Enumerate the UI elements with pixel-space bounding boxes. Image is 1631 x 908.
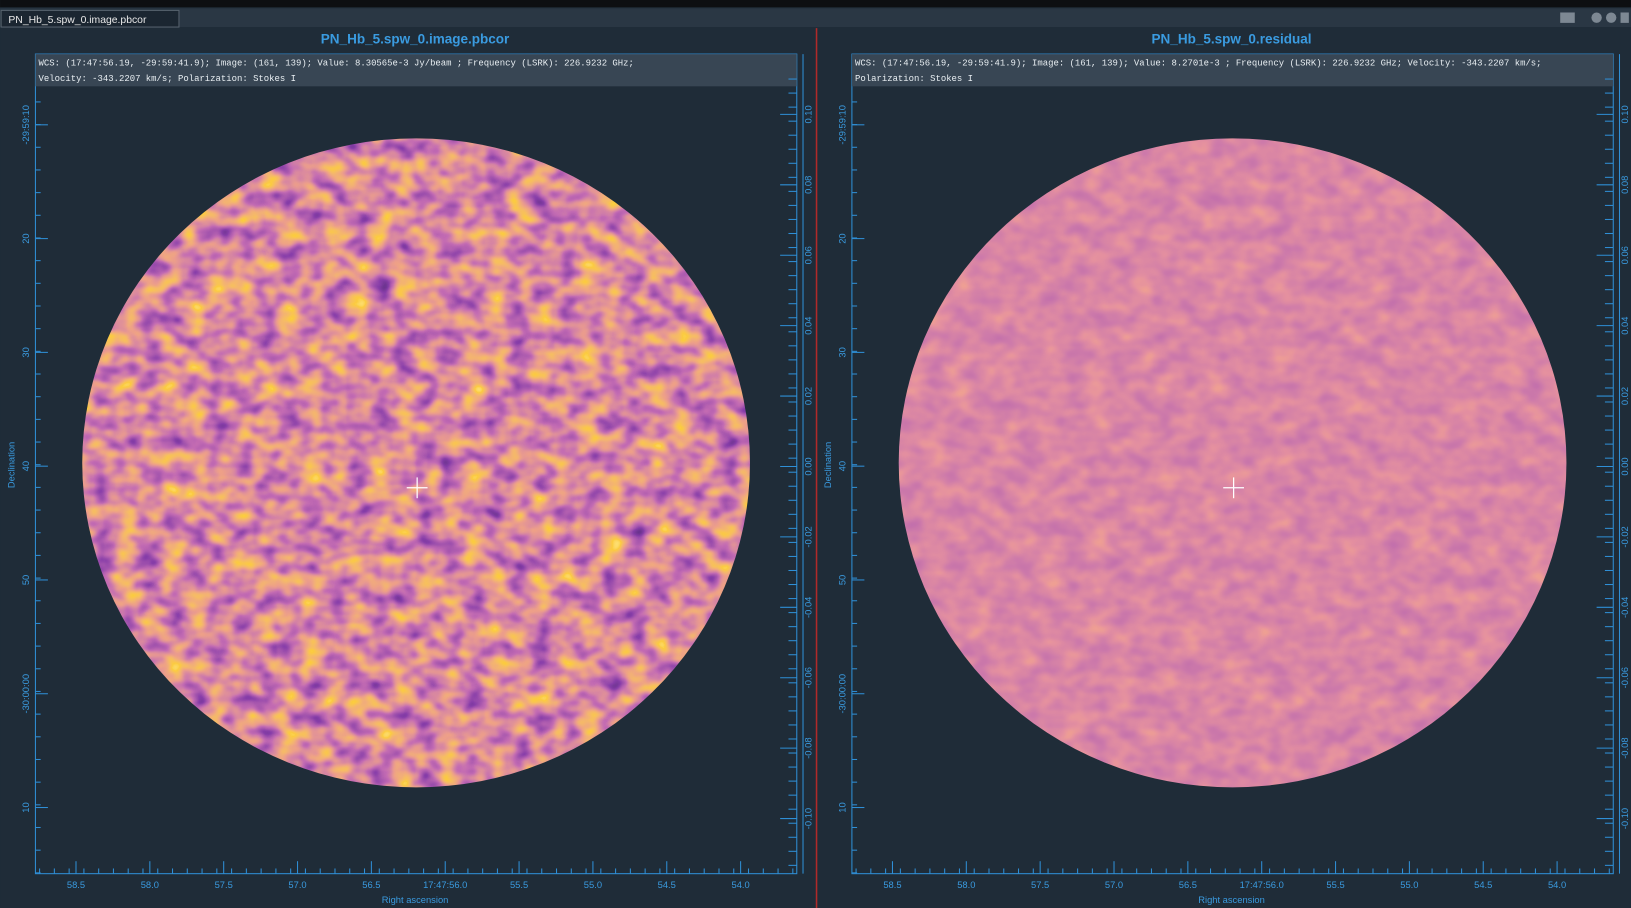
cursor-info: Velocity: -343.2207 km/s; Polarization: …: [39, 74, 296, 84]
scale-tick-label: 0.00: [803, 457, 813, 475]
scale-tick-label: -0.08: [1620, 737, 1630, 758]
y-axis-label: Declination: [7, 442, 17, 488]
dec-tick-label: 40: [21, 461, 31, 471]
scale-tick-label: -0.06: [1620, 667, 1630, 688]
image-disk: [82, 138, 750, 787]
ra-tick-label: 56.5: [362, 880, 380, 890]
tab-bar: [0, 8, 1631, 27]
scale-tick-label: 0.04: [1620, 317, 1630, 335]
ra-tick-label: 56.5: [1179, 880, 1197, 890]
ra-tick-label: 54.5: [658, 880, 676, 890]
icon[interactable]: [1560, 12, 1575, 22]
ra-tick-label: 58.0: [141, 880, 159, 890]
scale-tick-label: 0.10: [1620, 105, 1630, 123]
scale-tick-label: -0.02: [1620, 526, 1630, 547]
image-disk: [899, 138, 1567, 787]
scale-tick-label: 0.02: [1620, 387, 1630, 405]
ra-tick-label: 58.5: [883, 880, 901, 890]
dec-tick-label: 50: [838, 575, 848, 585]
dec-tick-label: 40: [838, 461, 848, 471]
ra-tick-label: 58.5: [67, 880, 85, 890]
scale-tick-label: -0.08: [803, 737, 813, 758]
icon[interactable]: [1606, 12, 1616, 22]
scale-tick-label: 0.06: [1620, 246, 1630, 264]
scale-tick-label: -0.04: [1620, 597, 1630, 618]
dec-tick-label: -30:00:00: [21, 674, 31, 714]
top-bar: [0, 0, 1631, 7]
ra-tick-label: 55.0: [1400, 880, 1418, 890]
scale-tick-label: -0.10: [803, 808, 813, 829]
tab-label[interactable]: PN_Hb_5.spw_0.image.pbcor: [8, 15, 147, 26]
scale-tick-label: 0.06: [803, 246, 813, 264]
dec-tick-label: -29:59:10: [21, 105, 31, 145]
scale-tick-label: -0.10: [1620, 808, 1630, 829]
dec-tick-label: 20: [838, 233, 848, 243]
ra-tick-label: 54.5: [1474, 880, 1492, 890]
y-axis-label: Declination: [823, 442, 833, 488]
dec-tick-label: -30:00:00: [838, 674, 848, 714]
ra-tick-label: 55.5: [510, 880, 528, 890]
dec-tick-label: 10: [838, 802, 848, 812]
ra-tick-label: 57.5: [1031, 880, 1049, 890]
dec-tick-label: 30: [21, 347, 31, 357]
dec-tick-label: 30: [838, 347, 848, 357]
icon[interactable]: [1621, 12, 1629, 22]
dec-tick-label: 20: [21, 233, 31, 243]
scale-tick-label: 0.04: [803, 317, 813, 335]
cursor-info: Polarization: Stokes I: [855, 74, 973, 84]
panel-title: PN_Hb_5.spw_0.residual: [1152, 32, 1312, 47]
dec-tick-label: 10: [21, 802, 31, 812]
viewer-window: PN_Hb_5.spw_0.image.pbcor PN_Hb_5.spw_0.…: [0, 0, 1631, 908]
dec-tick-label: 50: [21, 575, 31, 585]
scale-tick-label: 0.02: [803, 387, 813, 405]
panel-title: PN_Hb_5.spw_0.image.pbcor: [321, 32, 510, 47]
ra-tick-label: 54.0: [732, 880, 750, 890]
cursor-info: WCS: (17:47:56.19, -29:59:41.9); Image: …: [855, 59, 1542, 69]
dec-tick-label: -29:59:10: [838, 105, 848, 145]
x-axis-label: Right ascension: [1198, 895, 1265, 905]
scale-tick-label: 0.10: [803, 105, 813, 123]
scale-tick-label: -0.06: [803, 667, 813, 688]
x-axis-label: Right ascension: [382, 895, 449, 905]
ra-tick-label: 58.0: [957, 880, 975, 890]
ra-tick-label: 55.5: [1326, 880, 1344, 890]
scale-tick-label: 0.00: [1620, 457, 1630, 475]
ra-tick-label: 57.0: [1105, 880, 1123, 890]
ra-tick-label: 55.0: [584, 880, 602, 890]
scale-tick-label: 0.08: [803, 176, 813, 194]
scale-tick-label: 0.08: [1620, 176, 1630, 194]
ra-tick-label: 54.0: [1548, 880, 1566, 890]
cursor-info: WCS: (17:47:56.19, -29:59:41.9); Image: …: [39, 59, 634, 69]
scale-tick-label: -0.02: [803, 526, 813, 547]
icon[interactable]: [1591, 12, 1601, 22]
ra-tick-label: 17:47:56.0: [423, 880, 467, 890]
scale-tick-label: -0.04: [803, 597, 813, 618]
ra-tick-label: 57.0: [288, 880, 306, 890]
ra-tick-label: 57.5: [215, 880, 233, 890]
ra-tick-label: 17:47:56.0: [1240, 880, 1284, 890]
